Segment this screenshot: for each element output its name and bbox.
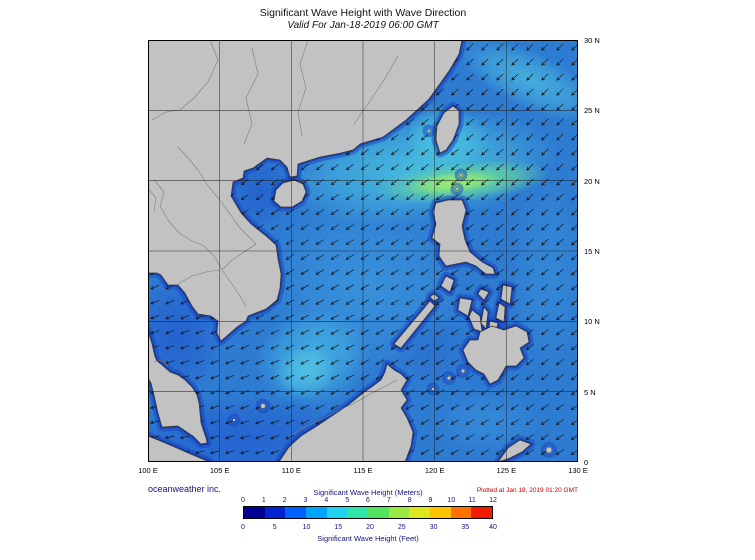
colorbar-cell (388, 507, 410, 518)
lon-tick-label: 105 E (209, 466, 230, 475)
meters-tick: 7 (386, 497, 391, 504)
feet-tick: 25 (397, 524, 406, 531)
wave-height-patch (274, 345, 338, 399)
colorbar-cell (450, 507, 472, 518)
feet-tick: 35 (461, 524, 470, 531)
feet-tick: 5 (272, 524, 277, 531)
feet-tick: 10 (302, 524, 311, 531)
lon-tick-label: 130 E (568, 466, 588, 475)
chart-title: Significant Wave Height with Wave Direct… (259, 7, 467, 19)
feet-tick: 30 (429, 524, 438, 531)
colorbar-cell (409, 507, 431, 518)
meters-tick: 12 (489, 497, 497, 504)
colorbar-cell (347, 507, 369, 518)
meters-tick: 10 (447, 497, 456, 504)
wave-height-patch (458, 40, 578, 122)
plotted-timestamp: Plotted at Jan 18, 2019 01:20 GMT (476, 487, 578, 494)
map-canvas (148, 40, 578, 462)
meters-tick: 6 (366, 497, 370, 504)
lon-tick-label: 115 E (353, 466, 373, 475)
colorbar-cell (430, 507, 451, 518)
meters-tick-row: 0 1 2 3 4 5 6 7 8 9 10 11 12 (241, 497, 497, 505)
lon-tick-label: 120 E (424, 466, 445, 475)
colorbar-cell (264, 507, 286, 518)
colorbar-cell (285, 507, 307, 518)
wave-height-patch (407, 171, 499, 195)
colorbar-cell (244, 507, 265, 518)
lat-tick-label: 20 N (584, 176, 600, 186)
lon-tick-label: 110 E (281, 466, 301, 475)
lat-tick-label: 10 N (584, 317, 600, 327)
meters-axis-label: Significant Wave Height (Meters) (313, 488, 423, 497)
feet-tick: 0 (241, 524, 245, 531)
lat-tick-label: 5 N (584, 387, 596, 397)
feet-axis-label: Significant Wave Height (Feet) (317, 534, 419, 543)
lon-tick-label: 100 E (138, 466, 158, 475)
wave-height-patch (436, 392, 540, 452)
meters-tick: 8 (407, 497, 412, 504)
graticule (148, 40, 578, 462)
lat-tick-label: 0 (584, 458, 589, 467)
colorbar-cell (326, 507, 348, 518)
feet-tick: 15 (334, 524, 343, 531)
map-frame (148, 40, 578, 462)
colorbar (243, 506, 493, 519)
lat-tick-label: 30 N (584, 36, 600, 45)
chart-valid-time: Valid For Jan-18-2019 06:00 GMT (287, 20, 439, 31)
meters-tick: 2 (282, 497, 287, 504)
meters-tick: 11 (468, 497, 476, 504)
meters-tick: 1 (261, 497, 266, 504)
lat-tick-label: 15 N (584, 247, 600, 256)
country-borders (148, 40, 399, 438)
colorbar-cell (368, 507, 389, 518)
lat-tick-label: 25 N (584, 106, 600, 116)
meters-tick: 3 (303, 497, 308, 504)
meters-tick: 4 (324, 497, 329, 504)
credit-text: oceanweather inc. (148, 484, 222, 494)
feet-tick: 20 (366, 524, 374, 531)
meters-tick: 0 (241, 497, 245, 504)
meters-tick: 9 (428, 497, 433, 504)
feet-tick-row: 0 5 10 15 20 25 30 35 40 (241, 524, 497, 532)
colorbar-cell (306, 507, 327, 518)
lon-tick-label: 125 E (496, 466, 517, 475)
meters-tick: 5 (345, 497, 350, 504)
wave-height-patch (510, 180, 578, 370)
colorbar-cell (471, 507, 493, 518)
feet-tick: 40 (489, 524, 497, 531)
